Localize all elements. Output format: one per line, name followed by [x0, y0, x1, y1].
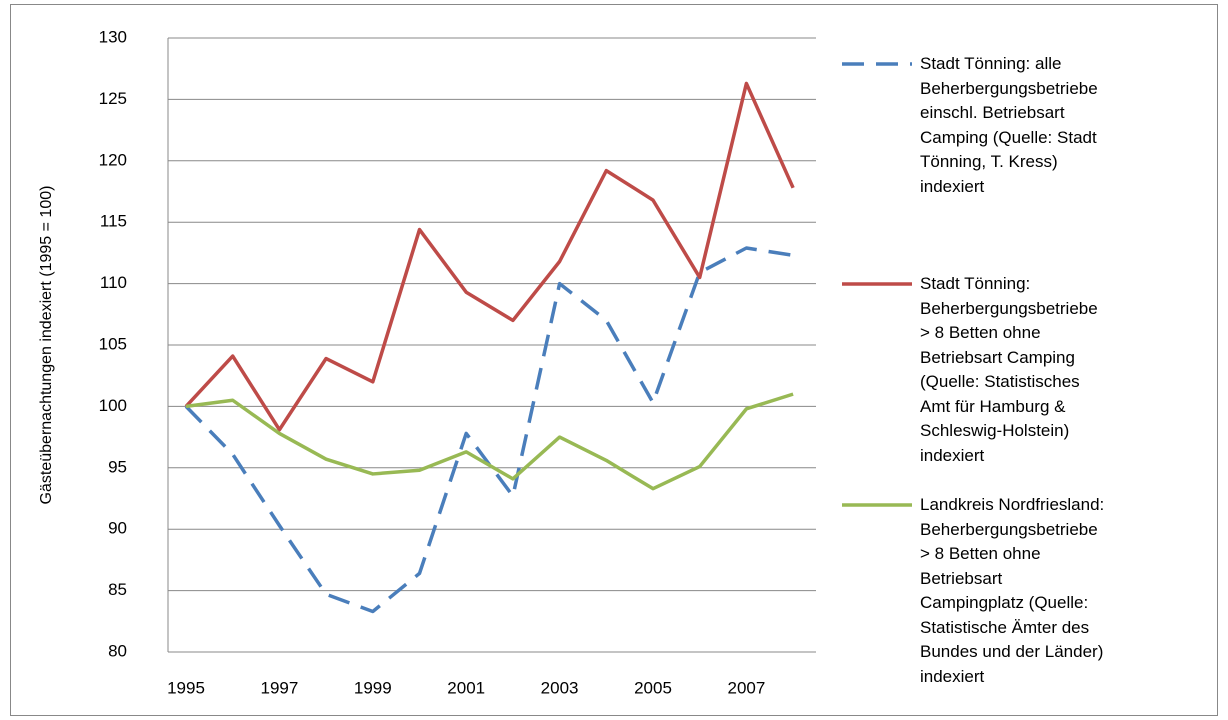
- series-line: [184, 81, 795, 432]
- y-tick-label: 100: [99, 396, 127, 415]
- y-tick-label: 85: [108, 580, 127, 599]
- y-tick-label: 115: [100, 212, 127, 231]
- legend-label: Stadt Tönning: alle Beherbergungsbetrieb…: [920, 54, 1098, 196]
- y-tick-label: 80: [108, 641, 127, 660]
- y-tick-label: 90: [108, 519, 127, 538]
- y-tick-label: 120: [99, 150, 127, 169]
- series-line: [185, 392, 794, 491]
- legend-label: Landkreis Nordfriesland: Beherbergungsbe…: [920, 495, 1105, 686]
- y-tick-label: 105: [99, 334, 127, 353]
- x-tick-label: 2003: [541, 678, 579, 697]
- x-tick-label: 1999: [354, 678, 392, 697]
- x-tick-label: 1997: [260, 678, 298, 697]
- x-tick-label: 2007: [727, 678, 765, 697]
- legend-label: Stadt Tönning: Beherbergungsbetriebe > 8…: [920, 274, 1098, 465]
- y-tick-label: 110: [100, 273, 127, 292]
- y-tick-label: 125: [99, 89, 127, 108]
- x-tick-label: 2005: [634, 678, 672, 697]
- x-tick-label: 2001: [447, 678, 485, 697]
- y-axis-label: Gästeübernachtungen indexiert (1995 = 10…: [38, 186, 55, 505]
- y-tick-label: 130: [99, 27, 127, 46]
- chart-border: [10, 4, 1218, 716]
- x-tick-label: 1995: [167, 678, 205, 697]
- y-tick-label: 95: [108, 457, 127, 476]
